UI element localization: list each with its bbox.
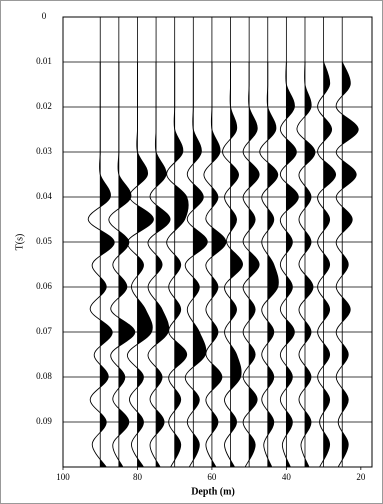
y-tick-label: 0.08 xyxy=(36,371,52,381)
trace-fill xyxy=(193,129,208,461)
trace-fill xyxy=(230,107,243,467)
trace-fill xyxy=(211,62,226,467)
trace xyxy=(87,62,115,468)
trace-fill xyxy=(137,62,154,467)
trace xyxy=(147,62,171,468)
trace-fill xyxy=(118,174,135,467)
y-tick-label: 0.01 xyxy=(36,56,52,66)
x-tick-label: 40 xyxy=(282,472,292,482)
trace xyxy=(279,61,299,468)
y-tick-label: 0.07 xyxy=(36,326,52,336)
trace xyxy=(166,62,189,468)
y-tick-label: 0.04 xyxy=(36,191,52,201)
y-tick-label: 0.05 xyxy=(36,236,52,246)
trace-fill xyxy=(100,62,115,467)
trace-fill xyxy=(286,62,299,467)
y-tick-label: 0.02 xyxy=(36,101,52,111)
trace xyxy=(184,62,208,468)
trace-fill xyxy=(174,62,189,467)
trace xyxy=(335,61,359,468)
y-tick-label: 0.03 xyxy=(36,146,52,156)
x-tick-label: 80 xyxy=(133,472,143,482)
y-tick-label: 0 xyxy=(42,11,47,21)
y-tick-label: 0.09 xyxy=(36,416,52,426)
trace xyxy=(259,61,279,468)
trace-fill xyxy=(304,62,315,467)
y-tick-label: 0.06 xyxy=(36,281,52,291)
trace xyxy=(222,61,243,468)
x-tick-label: 100 xyxy=(56,472,70,482)
trace xyxy=(127,61,154,468)
x-tick-label: 20 xyxy=(356,472,366,482)
x-tick-label: 60 xyxy=(207,472,217,482)
y-axis-label: T(s) xyxy=(14,234,25,251)
trace xyxy=(242,61,260,468)
trace xyxy=(317,61,337,468)
trace-fill xyxy=(267,62,279,467)
trace-fill xyxy=(323,62,336,461)
x-axis-label: Depth (m) xyxy=(191,486,235,497)
trace xyxy=(296,61,316,468)
trace xyxy=(108,61,136,468)
trace-fill xyxy=(342,62,359,467)
trace-fill xyxy=(156,152,171,467)
trace-fill xyxy=(249,62,260,467)
trace xyxy=(203,62,227,468)
